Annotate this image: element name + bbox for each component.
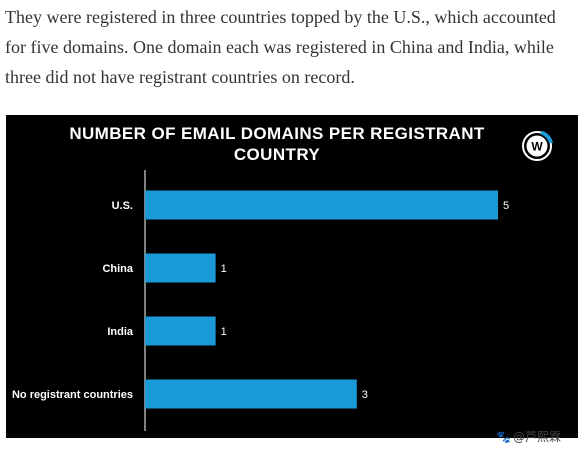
logo-letter: W: [531, 140, 543, 154]
value-label: 5: [503, 200, 509, 212]
chart-title: NUMBER OF EMAIL DOMAINS PER REGISTRANT C…: [69, 124, 485, 164]
brand-w-logo-icon: W: [522, 130, 553, 161]
category-label: India: [107, 326, 134, 338]
bar: [145, 379, 357, 409]
article-paragraph: They were registered in three countries …: [5, 7, 556, 87]
bar-chart-plot: U.S. 5 China 1 India 1 No registrant countries…: [12, 170, 509, 431]
paw-icon: 🐾: [496, 430, 511, 444]
value-label: 1: [221, 263, 227, 275]
category-label: China: [102, 263, 133, 275]
watermark-text: @芦熙霖: [512, 430, 561, 444]
watermark: 🐾 @芦熙霖: [496, 428, 561, 445]
category-label: U.S.: [112, 200, 133, 212]
bar: [145, 190, 498, 220]
category-label: No registrant countries: [12, 389, 133, 401]
value-label: 3: [362, 389, 368, 401]
bar: [145, 316, 216, 346]
chart-container: NUMBER OF EMAIL DOMAINS PER REGISTRANT C…: [6, 115, 578, 438]
value-label: 1: [221, 326, 227, 338]
bar: [145, 253, 216, 283]
